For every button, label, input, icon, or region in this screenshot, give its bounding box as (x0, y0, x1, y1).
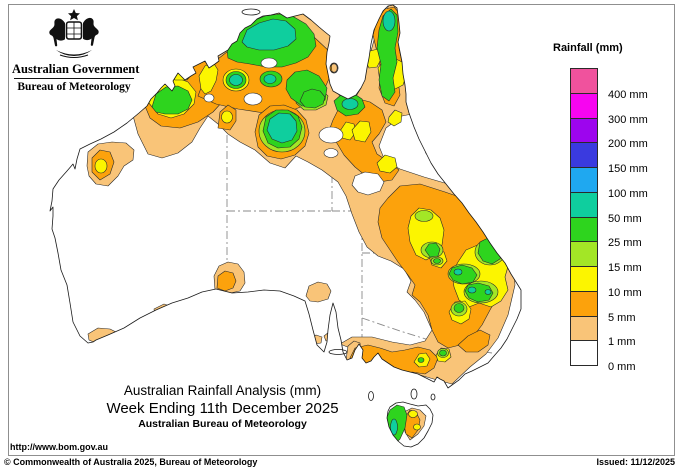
legend-cell-15-mm (570, 241, 598, 267)
header-divider (14, 78, 134, 79)
legend-label-300-mm: 300 mm (608, 113, 648, 126)
legend-row-100-mm: 100 mm (570, 167, 680, 200)
legend-label-200-mm: 200 mm (608, 138, 648, 151)
rain-layer-0mm-holes (159, 57, 385, 196)
legend-label-10-mm: 10 mm (608, 286, 642, 299)
bom-url: http://www.bom.gov.au (10, 442, 108, 452)
melville-island (241, 8, 261, 16)
legend-cell-1-mm (570, 315, 598, 342)
tasmania-coast (386, 401, 434, 448)
legend-cell-10-mm (570, 266, 598, 292)
bass-island (430, 393, 436, 401)
legend-label-1-mm: 1 mm (608, 336, 636, 349)
rain-layer-50mm (229, 10, 492, 436)
map-title: Australian Rainfall Analysis (mm) (123, 383, 322, 398)
legend-bar: 400 mm 300 mm 200 mm 150 mm 100 mm 50 mm 25 mm… (570, 68, 680, 373)
legend-row-25-mm: 25 mm (570, 216, 680, 249)
coat-of-arms-icon (49, 9, 99, 58)
map-frame (8, 4, 675, 456)
legend-label-50-mm: 50 mm (608, 212, 642, 225)
legend-row-150-mm: 150 mm (570, 142, 680, 175)
legend-cell-5-mm (570, 290, 598, 317)
kangaroo-island (328, 349, 348, 355)
legend-label-150-mm: 150 mm (608, 163, 648, 175)
legend-cell-150-mm (570, 142, 598, 168)
mainland-coast (49, 4, 522, 389)
legend-cell-400-mm (570, 68, 598, 94)
coastline (49, 4, 522, 448)
legend-cell-100-mm (570, 167, 598, 193)
legend-cell-25-mm (570, 216, 598, 243)
legend-row-50-mm: 50 mm (570, 191, 680, 225)
legend-title: Rainfall (mm) (553, 42, 623, 54)
legend-label-15-mm: 15 mm (608, 262, 642, 274)
king-island (368, 391, 374, 401)
legend-row-400-mm: 400 mm (570, 68, 680, 101)
legend-row-1-mm: 1 mm (570, 315, 680, 348)
flinders-island (410, 388, 418, 400)
government-header: Australian Government Bureau of Meteorol… (12, 8, 140, 93)
legend-label-5-mm: 5 mm (608, 311, 636, 324)
legend-row-300-mm: 300 mm (570, 92, 680, 126)
government-title: Australian Government (12, 62, 140, 76)
map-subtitle-week: Week Ending 11th December 2025 (106, 400, 339, 417)
legend-label-0-mm: 0 mm (608, 361, 636, 373)
legend-label-100-mm: 100 mm (608, 187, 648, 200)
legend-cell-50-mm (570, 191, 598, 218)
map-source: Australian Bureau of Meteorology (138, 418, 307, 430)
legend-cell-300-mm (570, 92, 598, 119)
legend-label-25-mm: 25 mm (608, 237, 642, 250)
legend-row-0-mm: 0 mm (570, 340, 680, 373)
legend-cell-200-mm (570, 117, 598, 144)
legend-row-200-mm: 200 mm (570, 117, 680, 150)
legend-row-10-mm: 10 mm (570, 266, 680, 299)
legend-cell-0-mm (570, 340, 598, 366)
legend-label-400-mm: 400 mm (608, 88, 648, 101)
bureau-title: Bureau of Meteorology (17, 81, 131, 93)
legend-row-15-mm: 15 mm (570, 241, 680, 274)
copyright-notice: © Commonwealth of Australia 2025, Bureau… (4, 457, 258, 467)
groote-eylandt (329, 62, 339, 74)
title-block: Australian Rainfall Analysis (mm) Week E… (75, 383, 370, 431)
legend-row-5-mm: 5 mm (570, 290, 680, 324)
issued-date: Issued: 11/12/2025 (596, 457, 675, 467)
